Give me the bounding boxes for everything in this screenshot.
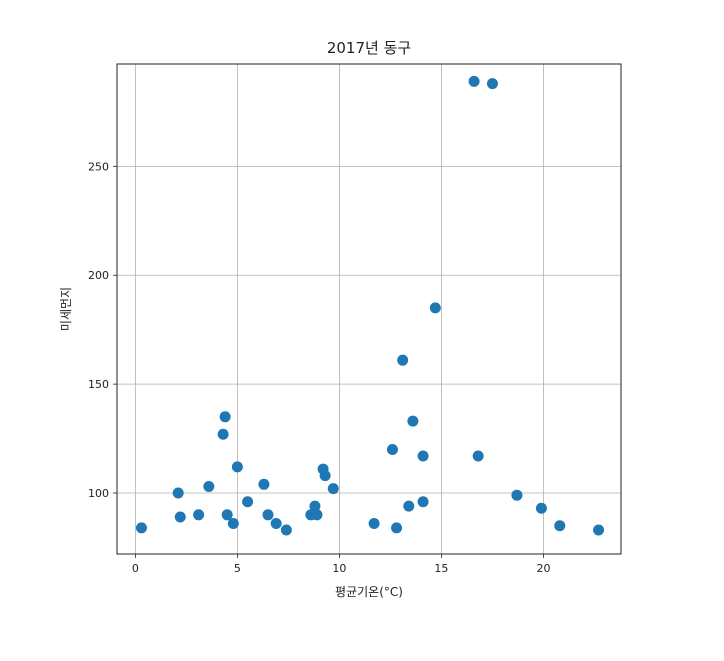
y-axis-label: 미세먼지 (59, 287, 73, 331)
x-tick-label: 15 (434, 562, 448, 575)
point-layer (135, 75, 605, 536)
scatter-point (227, 518, 239, 530)
tick-layer: 0 5 10 15 20 100 150 200 250 (88, 160, 550, 575)
scatter-point (280, 524, 292, 536)
scatter-point (468, 75, 480, 87)
chart-title: 2017년 동구 (327, 39, 411, 57)
x-axis-label: 평균기온(°C) (335, 585, 403, 599)
x-tick-label: 20 (536, 562, 550, 575)
grid-layer (117, 64, 621, 554)
scatter-point (221, 509, 233, 521)
scatter-point (135, 522, 147, 534)
scatter-point (174, 511, 186, 523)
scatter-point (217, 428, 229, 440)
scatter-point (368, 518, 380, 530)
scatter-point (172, 487, 184, 499)
scatter-point (262, 509, 274, 521)
scatter-point (397, 354, 409, 366)
scatter-point (203, 480, 215, 492)
scatter-point (535, 502, 547, 514)
scatter-point (193, 509, 205, 521)
scatter-point (242, 496, 254, 508)
x-tick-label: 5 (234, 562, 241, 575)
scatter-point (407, 415, 419, 427)
scatter-point (311, 509, 323, 521)
scatter-point (327, 483, 339, 495)
y-tick-label: 100 (88, 487, 109, 500)
scatter-point (258, 478, 270, 490)
scatter-point (593, 524, 605, 536)
y-tick-label: 150 (88, 378, 109, 391)
scatter-point (403, 500, 415, 512)
scatter-point (511, 489, 523, 501)
y-tick-label: 200 (88, 269, 109, 282)
scatter-point (270, 518, 282, 530)
x-tick-label: 0 (132, 562, 139, 575)
scatter-point (231, 461, 243, 473)
scatter-point (417, 450, 429, 462)
scatter-point (486, 78, 498, 90)
plot-frame (116, 63, 622, 555)
scatter-point (309, 500, 321, 512)
y-tick-label: 250 (88, 160, 109, 173)
scatter-point (554, 520, 566, 532)
x-tick-label: 10 (332, 562, 346, 575)
scatter-point (391, 522, 403, 534)
scatter-point (386, 443, 398, 455)
scatter-point (319, 470, 331, 482)
scatter-point (219, 411, 231, 423)
scatter-point (472, 450, 484, 462)
scatter-point (417, 496, 429, 508)
scatter-point (429, 302, 441, 314)
